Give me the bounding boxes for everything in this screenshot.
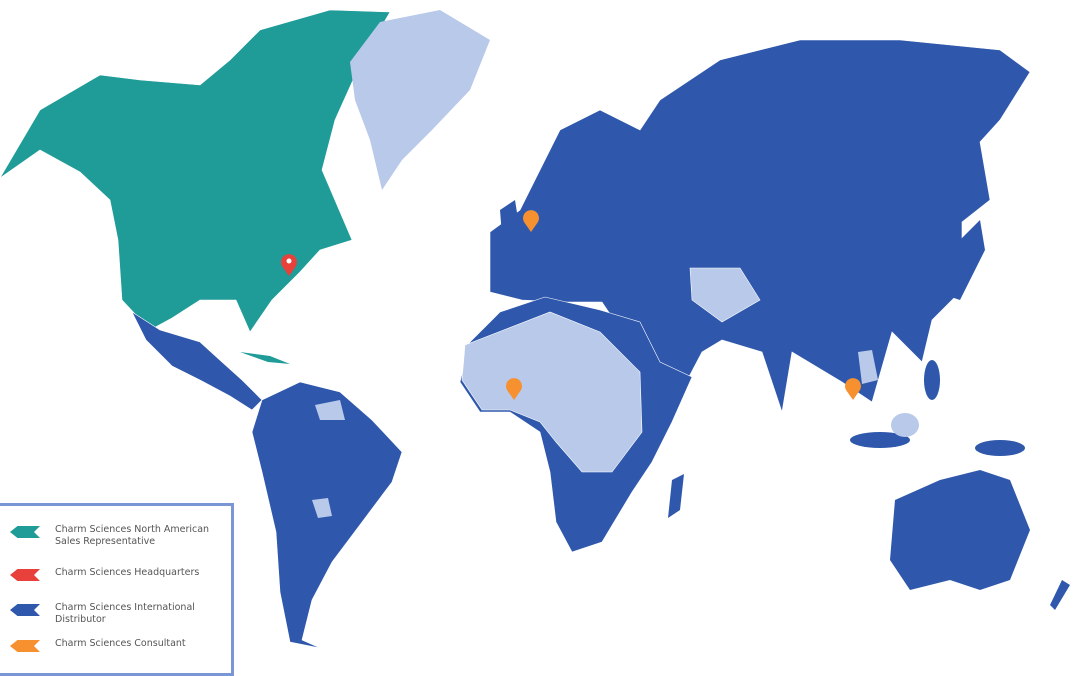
region-greenland[interactable] bbox=[350, 10, 490, 190]
legend-item-consultant: Charm Sciences Consultant bbox=[10, 638, 215, 652]
region-southeast-asia[interactable] bbox=[858, 350, 878, 384]
map-pin-icon bbox=[506, 378, 522, 400]
legend-label: Charm Sciences Headquarters bbox=[55, 567, 200, 578]
region-caribbean[interactable] bbox=[240, 352, 290, 364]
legend-item-headquarters: Charm Sciences Headquarters bbox=[10, 567, 215, 581]
region-north-america[interactable] bbox=[0, 9, 391, 333]
flag-marker-icon bbox=[10, 526, 40, 538]
legend-label: Charm Sciences International Distributor bbox=[55, 602, 195, 625]
flag-marker-icon bbox=[10, 569, 40, 581]
legend-label: Charm Sciences North American Sales Repr… bbox=[55, 524, 210, 547]
flag-marker-icon bbox=[10, 640, 40, 652]
legend-item-north-american-rep: Charm Sciences North American Sales Repr… bbox=[10, 524, 215, 548]
region-central-america[interactable] bbox=[131, 311, 263, 411]
pin-consultant-west-africa[interactable] bbox=[506, 378, 522, 400]
region-paraguay[interactable] bbox=[312, 498, 332, 518]
flag-marker-icon bbox=[10, 604, 40, 616]
region-australia[interactable] bbox=[890, 470, 1030, 590]
region-borneo[interactable] bbox=[891, 413, 919, 437]
region-indonesia[interactable] bbox=[850, 432, 910, 448]
map-pin-icon bbox=[845, 378, 862, 400]
region-uk-ireland[interactable] bbox=[500, 200, 520, 236]
region-africa-uncovered[interactable] bbox=[461, 311, 643, 473]
region-guianas[interactable] bbox=[315, 400, 345, 420]
legend-label: Charm Sciences Consultant bbox=[55, 638, 186, 649]
region-new-guinea[interactable] bbox=[975, 440, 1025, 456]
region-new-zealand[interactable] bbox=[1050, 580, 1070, 610]
pin-consultant-netherlands[interactable] bbox=[523, 210, 539, 232]
pin-center bbox=[286, 258, 292, 264]
map-legend: Charm Sciences North American Sales Repr… bbox=[0, 503, 234, 676]
region-philippines[interactable] bbox=[924, 360, 940, 400]
pin-headquarters[interactable] bbox=[281, 254, 297, 276]
region-madagascar[interactable] bbox=[668, 474, 684, 518]
pin-consultant-thailand[interactable] bbox=[845, 378, 862, 400]
map-pin-icon bbox=[523, 210, 539, 232]
region-japan[interactable] bbox=[948, 220, 985, 300]
legend-item-international-distributor: Charm Sciences International Distributor bbox=[10, 602, 215, 626]
region-central-asia[interactable] bbox=[689, 267, 761, 323]
map-pin-icon bbox=[281, 254, 297, 276]
